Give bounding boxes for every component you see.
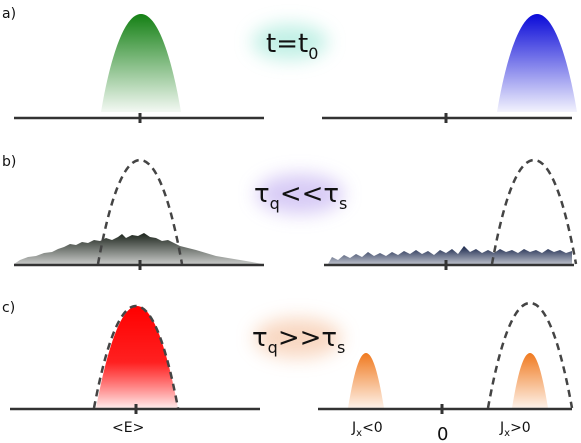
panel-a-label: a)	[2, 6, 16, 22]
panel-c: c) τq>>τs <E> 0 Jx<0 Jx>0	[2, 300, 574, 443]
panel-c-left-peak	[96, 306, 178, 408]
panel-a-right-peak	[497, 14, 577, 112]
panel-b-left-noisy-distribution	[14, 233, 262, 264]
panel-c-positive-current-peak	[512, 353, 548, 408]
panel-c-label: c)	[2, 300, 15, 316]
panel-a-condition-glow	[252, 24, 328, 60]
panel-b-right-noisy-distribution	[328, 246, 572, 264]
panel-a: a) t=t0	[2, 6, 577, 123]
mean-energy-label: <E>	[112, 420, 144, 436]
panel-a-condition: t=t0	[266, 29, 318, 63]
panel-c-left-dashed-initial	[92, 304, 180, 409]
panel-b-right-dashed-initial	[490, 158, 578, 265]
panel-b-label: b)	[2, 154, 16, 170]
positive-current-label: Jx>0	[499, 420, 531, 439]
panel-a-left-peak	[101, 14, 181, 112]
panel-b: b) τq<<τs	[2, 154, 578, 270]
zero-label: 0	[437, 424, 448, 443]
negative-current-label: Jx<0	[351, 420, 383, 439]
panel-b-condition: τq<<τs	[254, 179, 347, 213]
panel-c-negative-current-peak	[348, 353, 384, 408]
panel-c-condition-glow	[254, 318, 342, 358]
panel-c-condition: τq>>τs	[252, 323, 345, 357]
panel-b-condition-glow	[256, 174, 344, 214]
